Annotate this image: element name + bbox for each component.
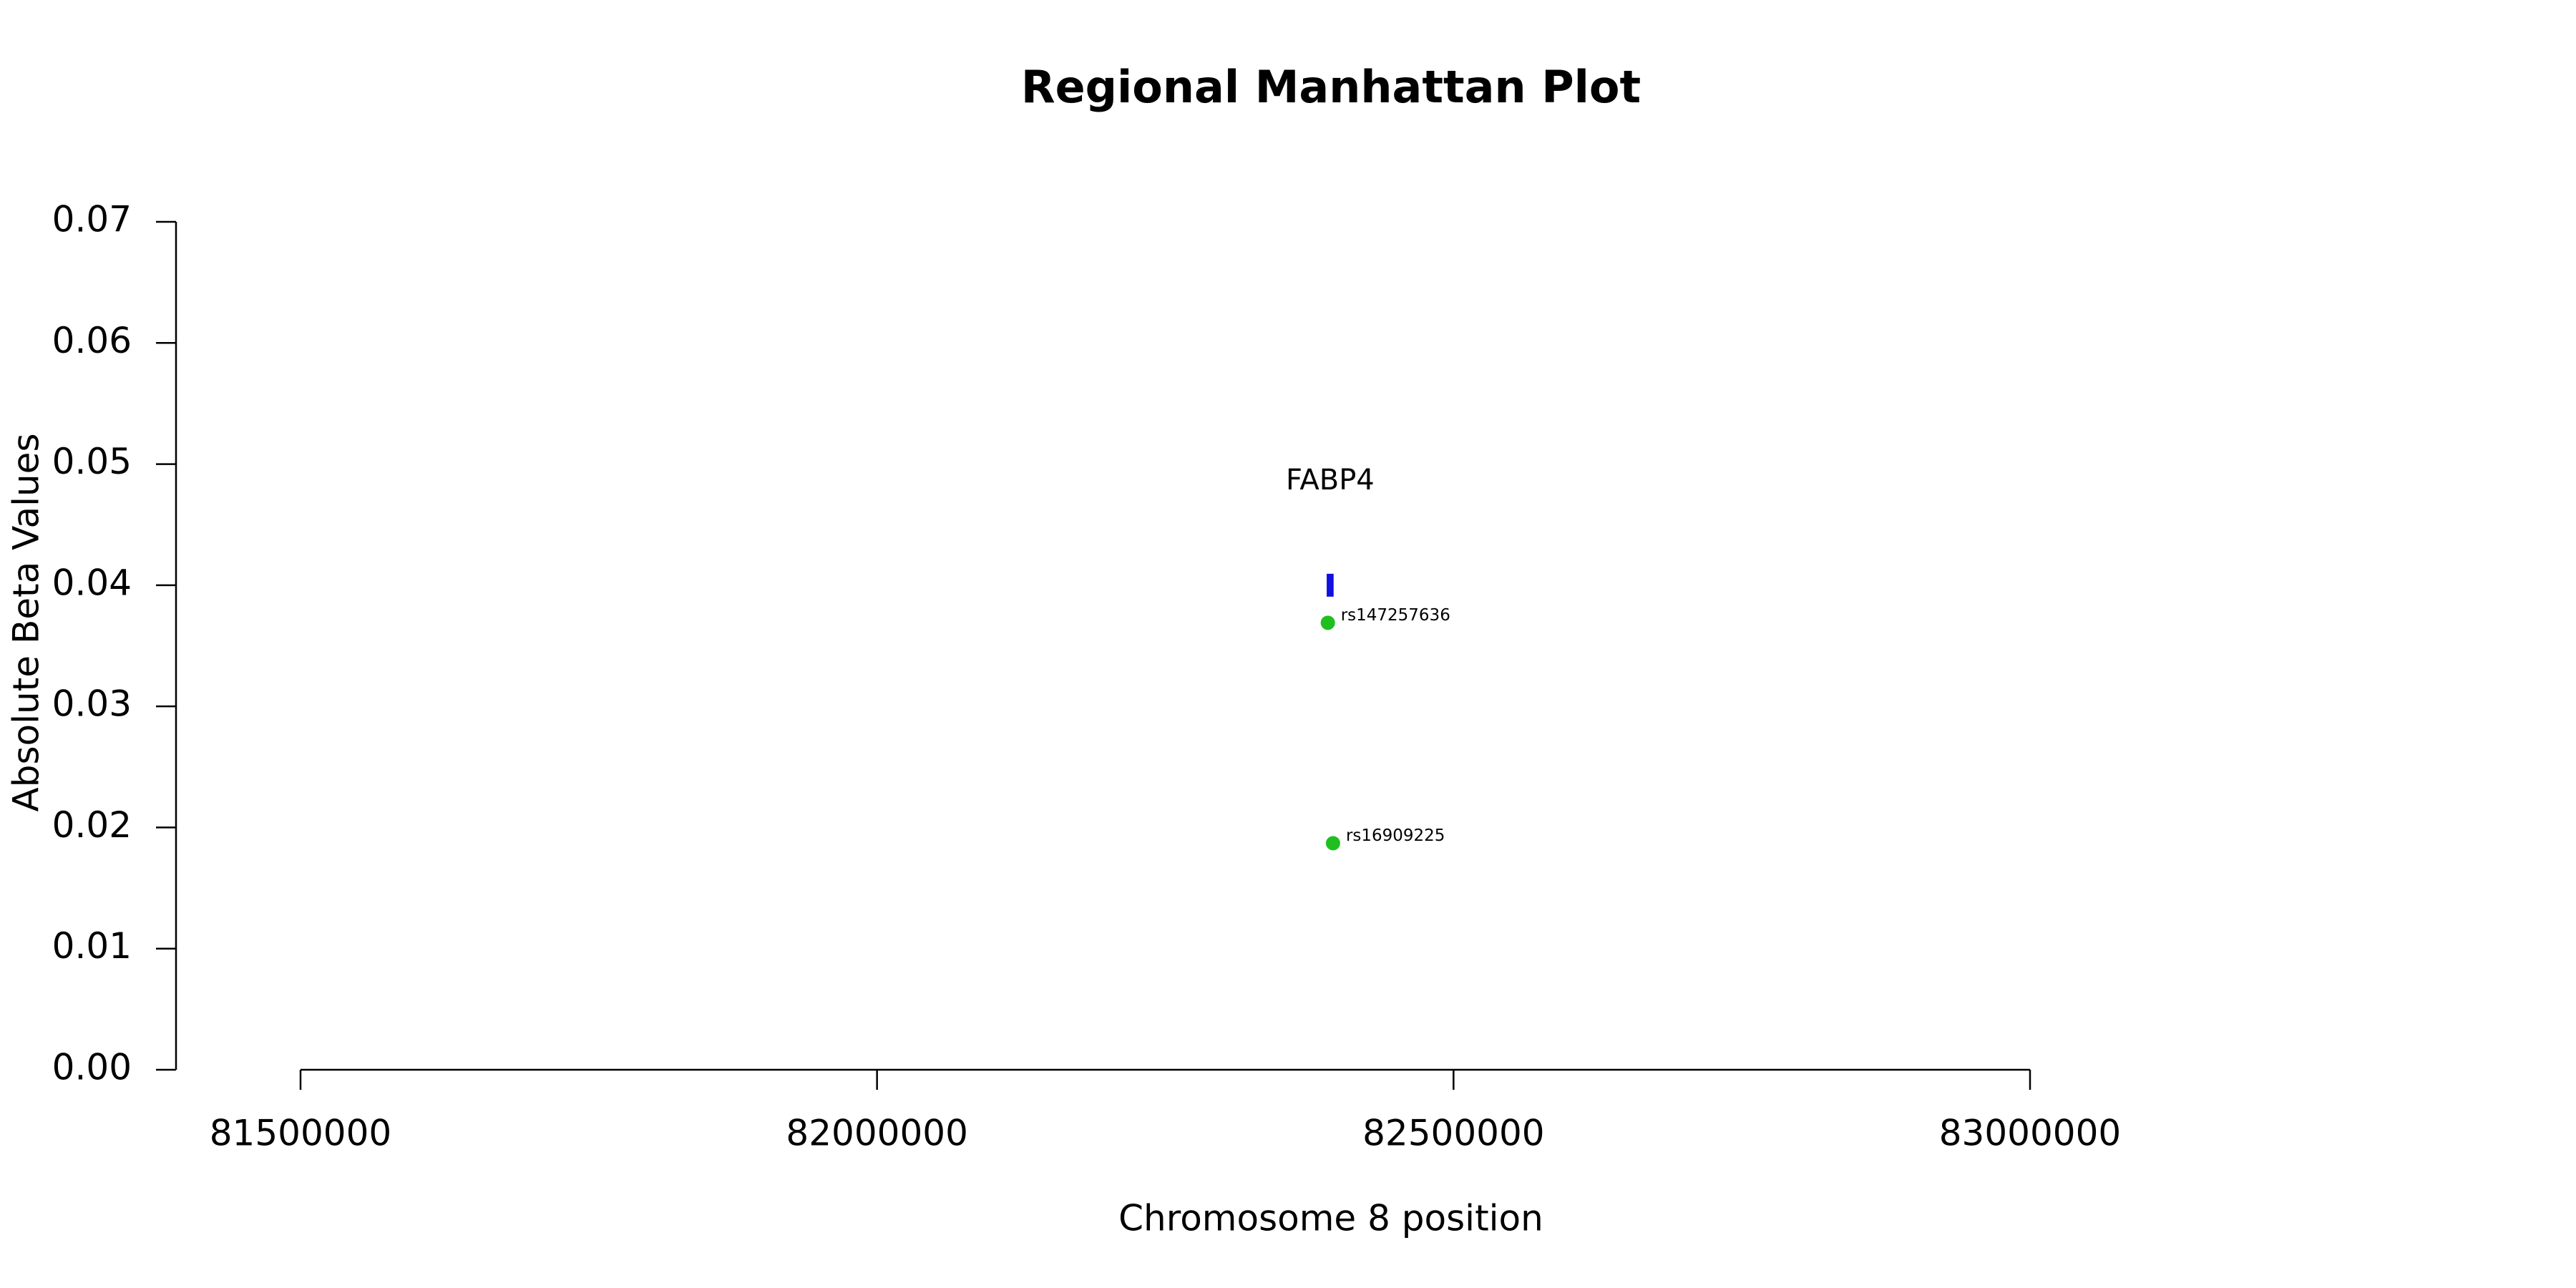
gene-label: FABP4: [1286, 464, 1375, 497]
x-tick-label: 82500000: [1362, 1113, 1545, 1154]
x-axis-label: Chromosome 8 position: [1118, 1198, 1543, 1239]
chart-title: Regional Manhattan Plot: [1021, 61, 1641, 113]
x-tick-label: 82000000: [786, 1113, 968, 1154]
y-tick-label: 0.02: [52, 804, 132, 846]
y-tick-label: 0.03: [52, 683, 132, 725]
y-tick-label: 0.07: [52, 199, 132, 240]
snp-point: [1325, 836, 1340, 851]
x-tick-label: 81500000: [210, 1113, 392, 1154]
y-tick-label: 0.00: [52, 1047, 132, 1088]
snp-label: rs147257636: [1341, 606, 1450, 625]
gene: [1327, 573, 1334, 597]
x-tick-label: 83000000: [1939, 1113, 2122, 1154]
snp-point: [1320, 615, 1335, 630]
y-axis-label: Absolute Beta Values: [6, 434, 47, 812]
y-tick-label: 0.06: [52, 320, 132, 361]
y-tick-label: 0.01: [52, 925, 132, 967]
y-tick-label: 0.04: [52, 562, 132, 603]
y-tick-label: 0.05: [52, 441, 132, 482]
snp-label: rs16909225: [1346, 826, 1445, 845]
